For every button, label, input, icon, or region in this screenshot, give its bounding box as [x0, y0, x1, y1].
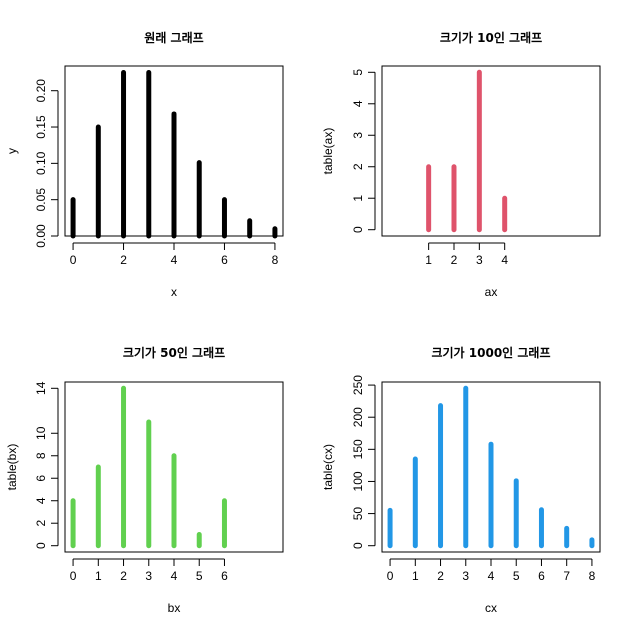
plot-frame [64, 381, 284, 553]
y-tick-label: 14 [34, 381, 48, 395]
panel-3: 크기가 50인 그래프 0 1 2 3 4 5 6 0 2 4 6 8 10 14 bx table(bx) [5, 345, 284, 615]
y-tick-label: 10 [34, 426, 48, 440]
x-tick-label: 1 [95, 569, 102, 583]
y-tick-label: 0.10 [34, 151, 48, 175]
y-tick-label: 200 [351, 407, 365, 427]
y-tick-label: 100 [351, 471, 365, 491]
x-tick-label: 6 [538, 569, 545, 583]
x-tick-label: 1 [412, 569, 419, 583]
x-tick-label: 5 [196, 569, 203, 583]
x-tick-label: 4 [171, 569, 178, 583]
x-tick-label: 4 [171, 253, 178, 267]
panel-2: 크기가 10인 그래프 1 2 3 4 0 1 2 3 4 5 ax table(ax) [321, 30, 601, 299]
chart-title: 크기가 1000인 그래프 [431, 345, 550, 360]
y-axis-label: table(cx) [321, 444, 335, 490]
y-tick-label: 150 [351, 439, 365, 459]
y-tick-label: 50 [351, 507, 365, 521]
y-tick-label: 4 [351, 100, 365, 107]
y-axis: 0 2 4 6 8 10 14 [34, 381, 59, 549]
y-axis-label: table(bx) [5, 444, 19, 491]
x-tick-label: 6 [221, 253, 228, 267]
x-tick-label: 2 [120, 253, 127, 267]
x-tick-label: 2 [451, 253, 458, 267]
y-tick-label: 1 [351, 195, 365, 202]
chart-title: 크기가 10인 그래프 [440, 30, 542, 45]
x-tick-label: 4 [488, 569, 495, 583]
y-tick-label: 6 [34, 475, 48, 482]
plot-frame [381, 381, 601, 553]
x-tick-label: 3 [462, 569, 469, 583]
x-axis-label: bx [168, 601, 181, 615]
x-tick-label: 2 [437, 569, 444, 583]
x-tick-label: 1 [425, 253, 432, 267]
panel-4: 크기가 1000인 그래프 0 1 2 3 4 5 6 7 8 0 50 100 150 200 250 cx t… [321, 345, 601, 615]
x-axis: 0 1 2 3 4 5 6 [70, 558, 228, 583]
plot-frame [381, 65, 601, 237]
x-tick-label: 4 [501, 253, 508, 267]
x-tick-label: 8 [589, 569, 596, 583]
x-axis: 0 2 4 6 8 [70, 242, 279, 267]
y-tick-label: 0 [34, 542, 48, 549]
x-axis: 0 1 2 3 4 5 6 7 8 [387, 558, 596, 583]
x-tick-label: 0 [70, 569, 77, 583]
x-axis: 1 2 3 4 [425, 242, 508, 267]
chart-title: 크기가 50인 그래프 [123, 345, 225, 360]
y-tick-label: 8 [34, 452, 48, 459]
y-axis: 0.00 0.05 0.10 0.15 0.20 [34, 79, 59, 248]
y-tick-label: 2 [351, 163, 365, 170]
y-tick-label: 5 [351, 69, 365, 76]
y-tick-label: 3 [351, 132, 365, 139]
y-tick-label: 2 [34, 520, 48, 527]
y-tick-label: 0.00 [34, 224, 48, 248]
y-tick-label: 0 [351, 542, 365, 549]
y-tick-label: 0.15 [34, 115, 48, 139]
x-tick-label: 8 [272, 253, 279, 267]
y-tick-label: 4 [34, 497, 48, 504]
y-axis: 0 1 2 3 4 5 [351, 69, 376, 233]
y-axis-label: table(ax) [321, 128, 335, 175]
panel-1: 원래 그래프 0 2 4 6 8 0.00 0.05 0.10 0.15 0.20 x y [5, 30, 284, 299]
x-tick-label: 0 [70, 253, 77, 267]
chart-title: 원래 그래프 [144, 30, 203, 45]
x-tick-label: 3 [476, 253, 483, 267]
y-axis-label: y [5, 148, 19, 154]
x-axis-label: cx [485, 601, 497, 615]
x-tick-label: 5 [513, 569, 520, 583]
y-tick-label: 0 [351, 226, 365, 233]
x-tick-label: 2 [120, 569, 127, 583]
y-tick-label: 250 [351, 375, 365, 395]
x-tick-label: 3 [145, 569, 152, 583]
x-tick-label: 0 [387, 569, 394, 583]
x-axis-label: ax [485, 285, 498, 299]
y-tick-label: 0.20 [34, 79, 48, 103]
x-axis-label: x [171, 285, 177, 299]
x-tick-label: 6 [221, 569, 228, 583]
y-axis: 0 50 100 150 200 250 [351, 375, 376, 549]
y-tick-label: 0.05 [34, 188, 48, 212]
x-tick-label: 7 [563, 569, 570, 583]
